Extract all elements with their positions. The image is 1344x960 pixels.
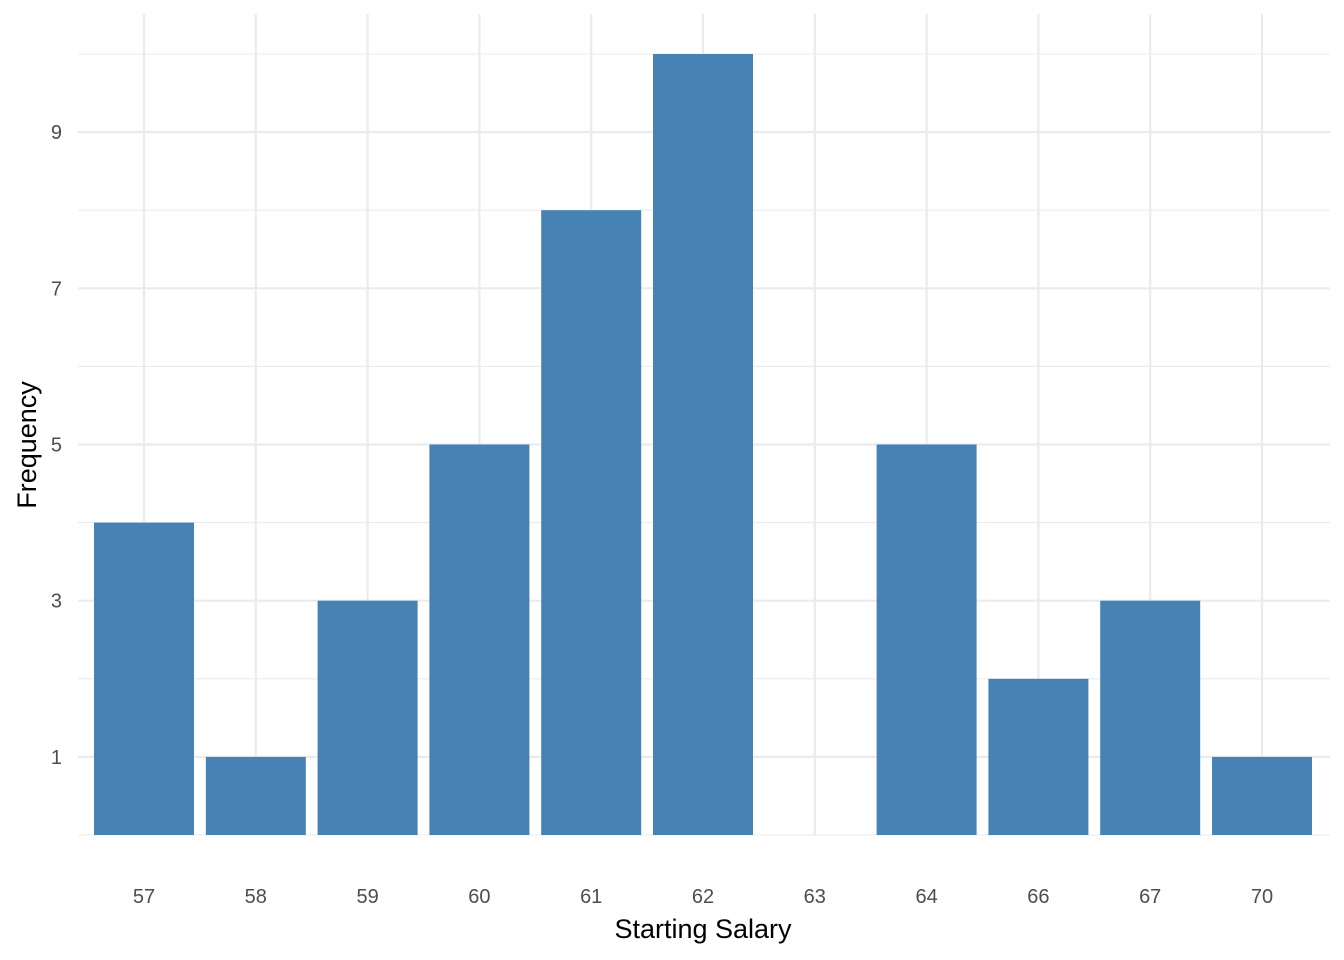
x-tick-label-64: 64 [915, 886, 937, 908]
bar-67 [1100, 600, 1201, 835]
y-tick-label-1: 1 [51, 747, 62, 769]
x-tick-labels: 57 58 59 60 61 62 63 64 66 67 70 [133, 886, 1273, 908]
y-tick-labels: 1 3 5 7 9 [51, 122, 62, 769]
x-tick-label-59: 59 [356, 886, 378, 908]
bar-59 [317, 600, 418, 835]
x-tick-label-62: 62 [692, 886, 714, 908]
y-tick-label-3: 3 [51, 591, 62, 613]
bar-58 [205, 756, 306, 835]
bar-70 [1212, 756, 1312, 835]
bar-60 [429, 444, 530, 835]
y-tick-label-9: 9 [51, 122, 62, 144]
x-tick-label-57: 57 [133, 886, 155, 908]
x-tick-label-70: 70 [1251, 886, 1273, 908]
bar-66 [988, 678, 1089, 835]
x-tick-label-58: 58 [245, 886, 267, 908]
x-tick-label-61: 61 [580, 886, 602, 908]
x-tick-label-66: 66 [1027, 886, 1049, 908]
bar-62 [653, 54, 753, 835]
y-axis-title: Frequency [12, 381, 42, 509]
x-tick-label-63: 63 [804, 886, 826, 908]
bar-57 [94, 522, 194, 835]
x-axis-title: Starting Salary [614, 914, 792, 944]
bar-61 [541, 210, 642, 835]
y-tick-label-7: 7 [51, 278, 62, 300]
x-tick-label-67: 67 [1139, 886, 1161, 908]
bars [94, 54, 1312, 835]
y-tick-label-5: 5 [51, 435, 62, 457]
bar-64 [876, 444, 977, 835]
x-tick-label-60: 60 [468, 886, 490, 908]
